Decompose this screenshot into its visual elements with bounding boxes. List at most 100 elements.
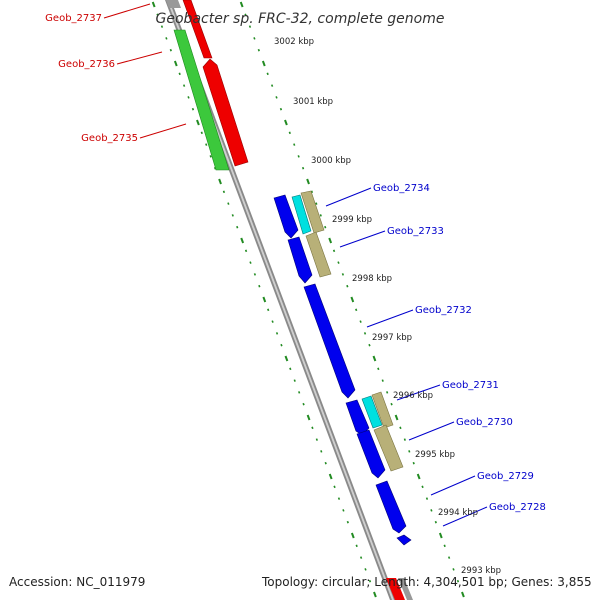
gene-geob-2732-shape[interactable] [303, 283, 356, 399]
leader-geob-2729 [430, 475, 476, 496]
tick-mark [390, 402, 393, 406]
kbp-labels: 3002 kbp 3001 kbp 3000 kbp 2999 kbp 2998… [274, 37, 501, 576]
gene-label-geob-2736[interactable]: Geob_2736 [58, 59, 115, 70]
tick-mark [394, 414, 399, 421]
tick-mark [350, 532, 355, 539]
gene-geob-2736-shape[interactable] [202, 58, 249, 167]
gene-leader-lines [103, 3, 488, 527]
gene-geob-2737-shape[interactable] [182, 0, 213, 59]
gene-geob-2734-cyan [291, 194, 312, 235]
map-title: Geobacter sp. FRC-32, complete genome [156, 11, 445, 27]
tick-mark [373, 591, 377, 598]
tick-mark [324, 461, 327, 465]
tick-mark [297, 155, 300, 158]
gene-label-geob-2730[interactable]: Geob_2730 [456, 417, 513, 428]
gene-geob-2734-shape[interactable] [273, 194, 299, 239]
tick-mark [239, 1, 244, 8]
gene-label-geob-2729[interactable]: Geob_2729 [477, 471, 534, 482]
tick-mark [350, 296, 355, 303]
tick-mark [249, 261, 252, 264]
tick-mark [209, 155, 212, 158]
tick-mark [284, 355, 289, 362]
gene-geob-2733-shape[interactable] [287, 236, 313, 284]
tick-mark [416, 473, 421, 480]
leader-geob-2731 [396, 384, 441, 401]
tick-mark [328, 473, 333, 480]
tick-mark [403, 438, 406, 441]
leader-geob-2735 [139, 123, 187, 139]
reverse-gene-labels: Geob_2734 Geob_2733 Geob_2732 Geob_2731 … [373, 183, 546, 513]
bottom-red-stub [386, 578, 405, 600]
tick-mark [267, 308, 270, 312]
gene-label-geob-2735[interactable]: Geob_2735 [81, 133, 138, 144]
tick-mark [205, 143, 208, 146]
tick-mark [346, 284, 349, 288]
tick-mark [280, 343, 283, 347]
tick-mark [298, 391, 301, 394]
tick-mark [456, 579, 460, 583]
tick-mark [236, 225, 239, 229]
tick-mark [332, 249, 336, 253]
backbone-highlight [167, 0, 394, 600]
gene-geob-2730-tan [373, 424, 404, 472]
tick-mark [315, 438, 318, 441]
forward-gene-labels: Geob_2737 Geob_2736 Geob_2735 [45, 13, 138, 144]
leader-geob-2736 [116, 51, 163, 65]
tick-mark [301, 166, 305, 170]
tick-mark [173, 60, 178, 67]
tick-mark [328, 237, 333, 244]
tick-mark [275, 96, 278, 99]
tick-mark [447, 556, 451, 559]
gene-label-geob-2728[interactable]: Geob_2728 [489, 502, 546, 513]
tick-mark [258, 284, 261, 288]
gene-geob-2730-shape[interactable] [356, 429, 386, 479]
tick-mark [244, 13, 247, 17]
tick-mark [213, 166, 217, 170]
tick-mark [160, 25, 164, 28]
tick-mark [333, 485, 336, 489]
gene-geob-2735-shape[interactable] [173, 29, 230, 171]
bottom-grey-stub [398, 578, 413, 600]
kbp-label: 2993 kbp [461, 566, 501, 576]
kbp-label: 2996 kbp [393, 391, 433, 401]
tick-mark [430, 509, 433, 512]
tick-mark [461, 591, 465, 598]
tick-mark [293, 379, 296, 382]
gene-geob-2733-tan [305, 231, 332, 278]
tick-mark [319, 214, 322, 217]
tick-mark [156, 13, 159, 17]
tick-mark [363, 332, 367, 335]
gene-geob-2731-tan [371, 391, 394, 429]
tick-mark [310, 190, 314, 194]
tick-mark [320, 450, 323, 453]
kbp-label: 2994 kbp [438, 508, 478, 518]
summary-text: Topology: circular; Length: 4,304,501 bp… [262, 575, 592, 589]
tick-mark [227, 202, 230, 205]
tick-mark [337, 497, 341, 500]
tick-lines [151, 1, 465, 598]
tick-mark [421, 485, 424, 489]
gene-geob-2728-shape[interactable] [396, 534, 412, 546]
tick-mark [253, 273, 257, 276]
tick-mark [196, 119, 200, 126]
gene-label-geob-2733[interactable]: Geob_2733 [387, 226, 444, 237]
tick-mark [443, 544, 446, 548]
tick-mark [368, 343, 371, 347]
tick-mark [364, 568, 367, 571]
tick-mark [452, 568, 455, 571]
kbp-label: 2995 kbp [415, 450, 455, 460]
gene-label-geob-2734[interactable]: Geob_2734 [373, 183, 430, 194]
tick-mark [372, 355, 377, 362]
tick-mark [359, 320, 362, 323]
kbp-label: 3001 kbp [293, 97, 333, 107]
gene-label-geob-2731[interactable]: Geob_2731 [442, 380, 499, 391]
kbp-label: 2998 kbp [352, 274, 392, 284]
tick-mark [288, 131, 291, 135]
kbp-label: 3002 kbp [274, 37, 314, 47]
gene-geob-2729-shape[interactable] [375, 480, 407, 534]
gene-label-geob-2737[interactable]: Geob_2737 [45, 13, 102, 24]
gene-label-geob-2732[interactable]: Geob_2732 [415, 305, 472, 316]
tick-mark [306, 414, 311, 421]
tick-mark [306, 178, 310, 185]
